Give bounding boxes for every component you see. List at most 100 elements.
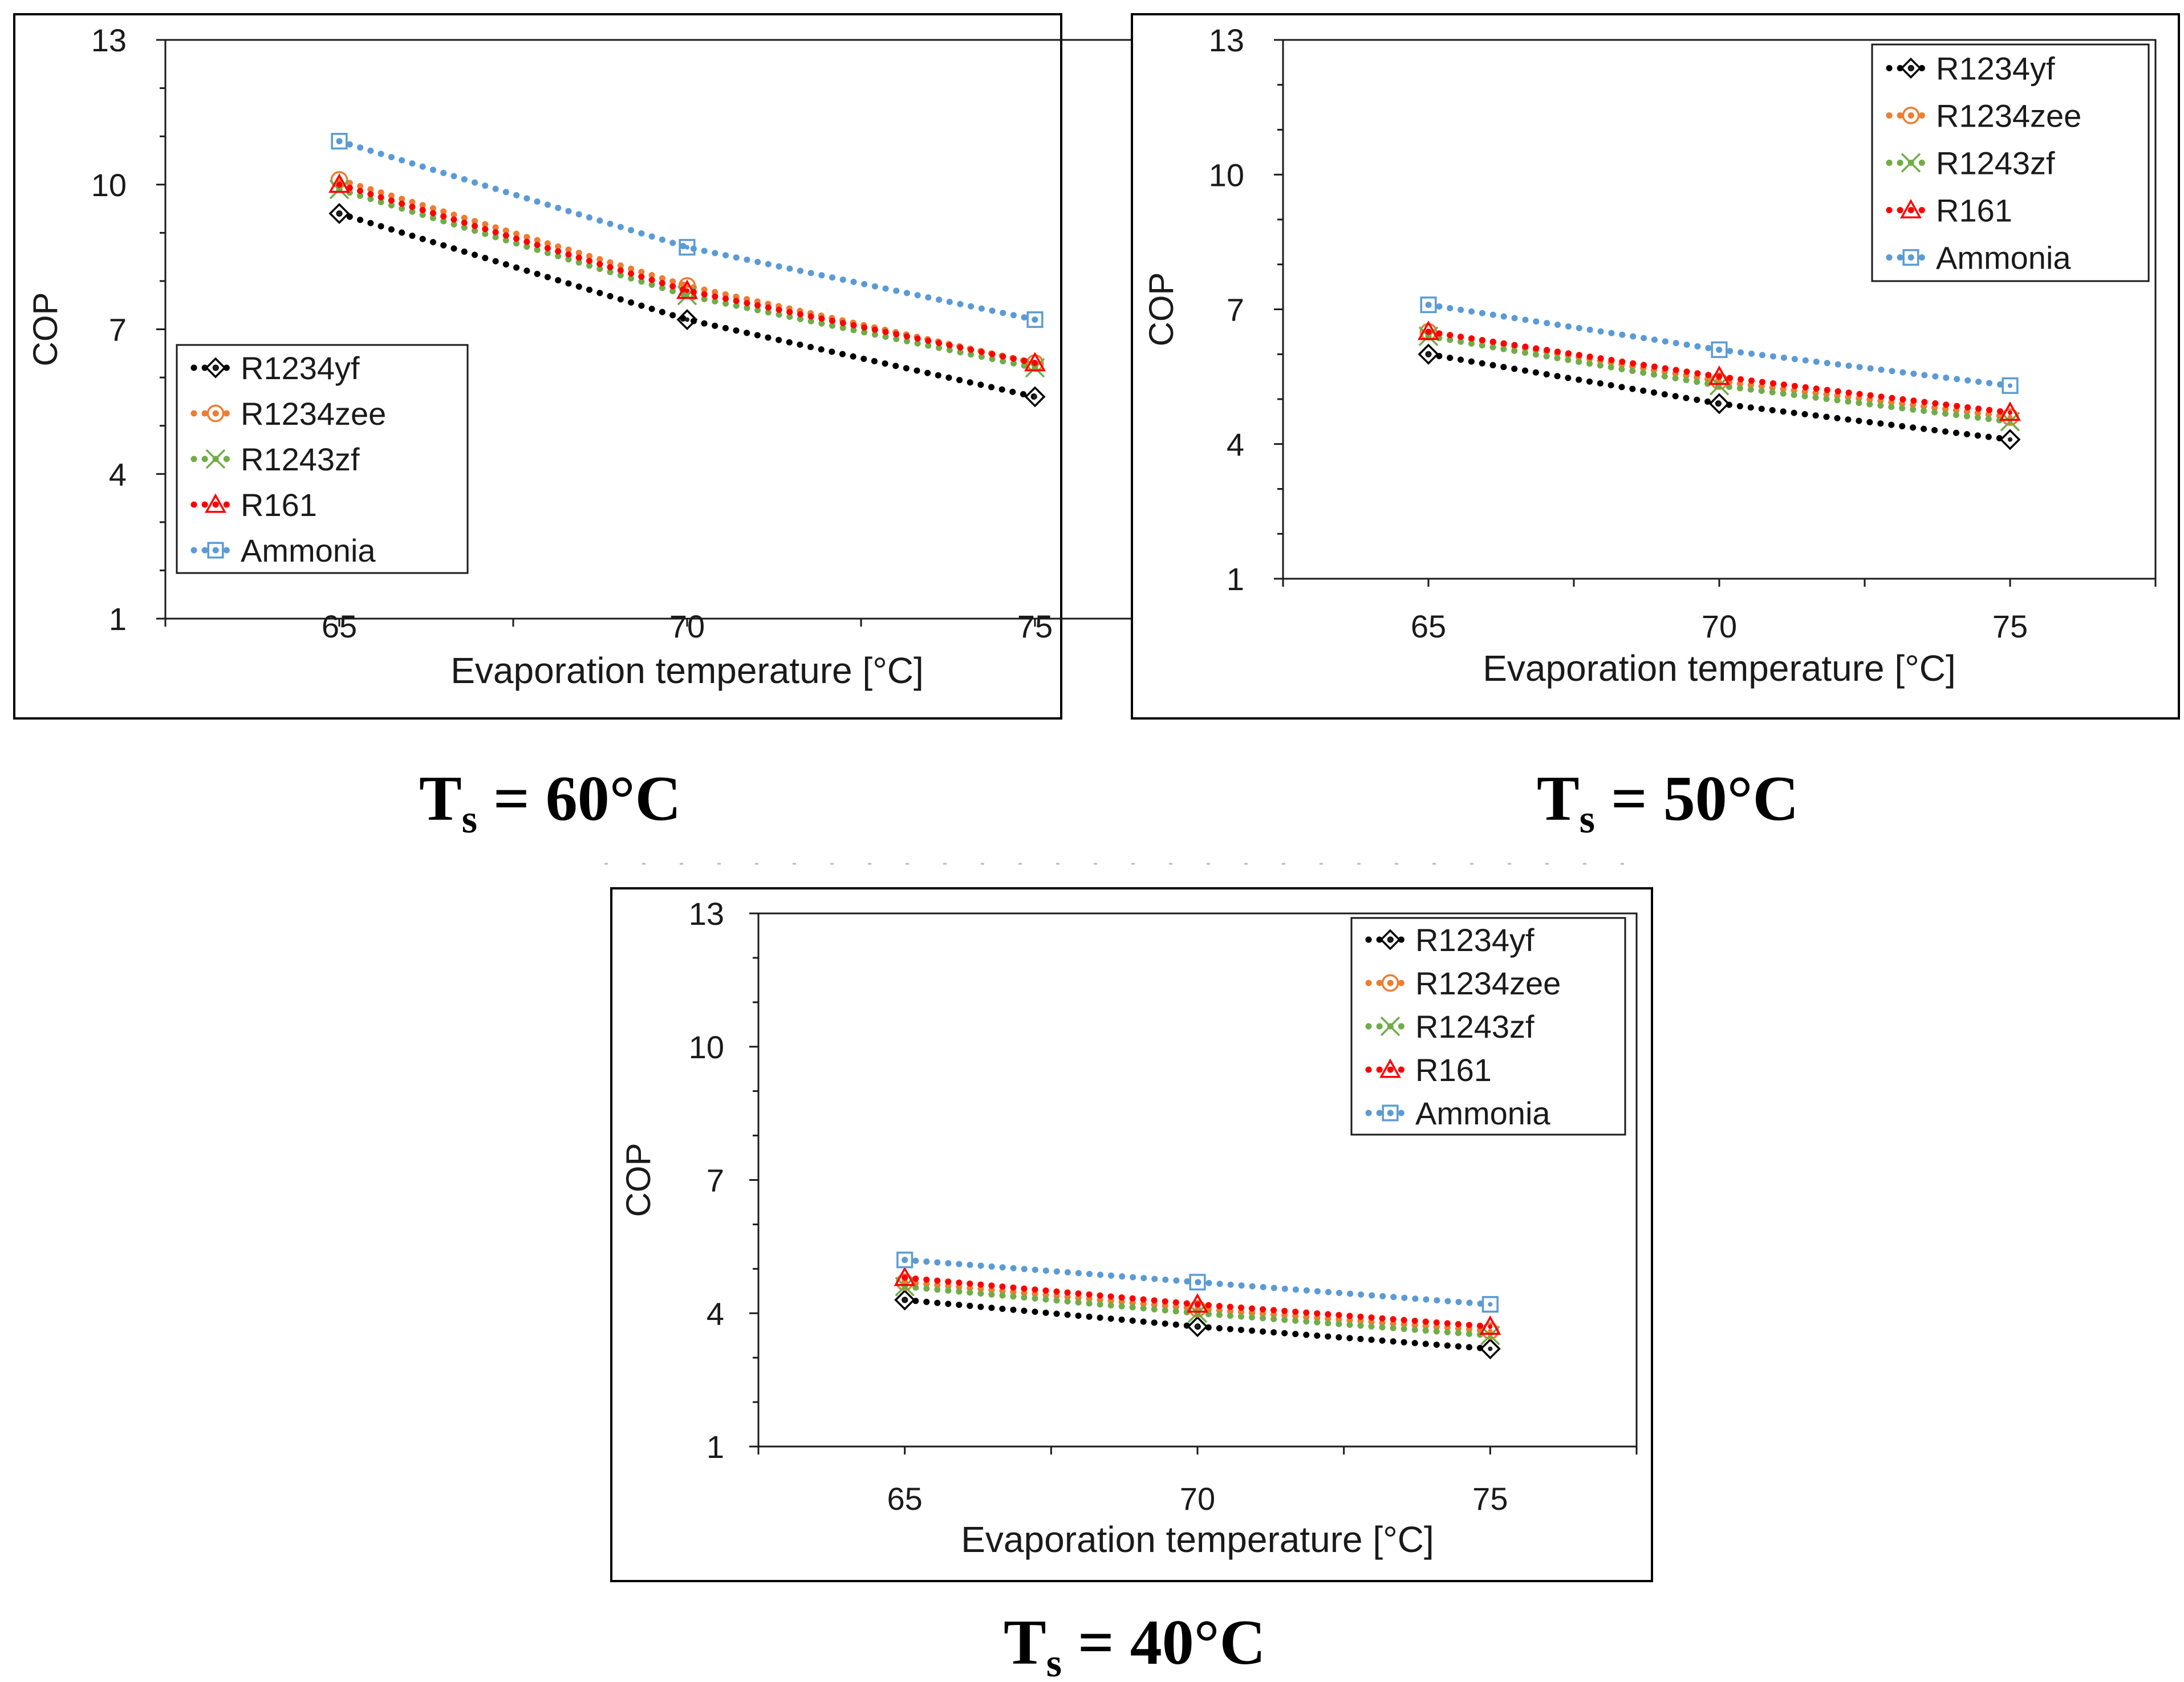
legend-item-r161: R161 <box>1365 1052 1492 1088</box>
panel-caption: Ts = 40°C <box>1004 1607 1265 1682</box>
marker-dot <box>1195 1279 1200 1285</box>
marker-dot <box>1033 317 1037 322</box>
caption-subscript: s <box>1046 1642 1062 1682</box>
data-point-ammonia-65 <box>331 133 348 150</box>
legend-label: R1234zee <box>1415 965 1561 1001</box>
triangle-shape <box>328 173 350 193</box>
data-point-ammonia-75 <box>1026 311 1044 328</box>
square-shape <box>896 1252 914 1269</box>
caption-subscript: s <box>462 798 477 842</box>
marker-dot <box>337 211 342 216</box>
x-axis-title: Evaporation temperature [°C] <box>1483 648 1956 689</box>
y-axis-title: COP <box>619 1143 657 1217</box>
x-tick-label: 65 <box>1411 608 1446 644</box>
marker-dot <box>1717 374 1722 379</box>
x-tick-label: 75 <box>1992 608 2028 644</box>
marker-dot <box>213 502 218 507</box>
chart-panel-3: 1 4 7 10 13 COP 65 70 75 Evaporation temperature … <box>610 887 1653 1682</box>
series-r161 <box>894 1266 1501 1335</box>
legend: R1234yf R1234zee R1243zf R161 Ammonia <box>1350 917 1626 1136</box>
legend-item-r1234zee: R1234zee <box>190 396 386 432</box>
data-point-r161-75 <box>1024 352 1046 372</box>
marker-dot <box>2008 437 2012 442</box>
marker-dot <box>1033 394 1037 399</box>
marker-dot <box>1426 302 1431 307</box>
marker-dot <box>1909 160 1913 165</box>
marker-dot <box>685 317 689 322</box>
x-tick-label: 65 <box>887 1481 923 1517</box>
legend-label: R1234zee <box>241 396 386 432</box>
diamond-shape <box>1187 1316 1208 1338</box>
marker-dot <box>2008 383 2012 388</box>
data-point-r161-70 <box>1187 1293 1208 1313</box>
square-shape <box>1189 1274 1206 1291</box>
legend-box <box>1871 43 2150 282</box>
y-tick-label: 4 <box>1227 426 1244 462</box>
marker-dot <box>1488 1302 1493 1307</box>
y-axis: 1 4 7 10 13 <box>689 896 758 1465</box>
legend-label: R1243zf <box>241 441 360 477</box>
legend-label: R161 <box>1936 193 2012 229</box>
square-shape <box>1420 296 1437 314</box>
series-r161 <box>1418 320 2021 421</box>
y-axis-title: COP <box>26 292 64 366</box>
marker-dot <box>1033 360 1037 365</box>
x-tick-label: 75 <box>1472 1481 1508 1517</box>
legend-label: Ammonia <box>1936 240 2071 276</box>
marker-dot <box>1909 66 1913 71</box>
y-axis-title: COP <box>1142 272 1180 346</box>
y-tick-label: 10 <box>91 167 127 203</box>
marker-dot <box>2008 410 2012 415</box>
legend-item-ammonia: Ammonia <box>190 533 376 568</box>
y-tick-label: 7 <box>109 312 127 348</box>
data-point-r1234yf-70 <box>676 309 698 331</box>
legend-label: R161 <box>241 487 317 523</box>
square-shape <box>1711 341 1728 358</box>
series-ammonia <box>896 1252 1499 1313</box>
diamond-icon <box>205 357 226 379</box>
triangle-shape <box>676 279 698 299</box>
data-point-r1243zf-65 <box>329 179 350 200</box>
caption-t: T <box>1537 763 1580 834</box>
circle-shape <box>1381 974 1399 992</box>
diamond-shape <box>1418 343 1439 365</box>
marker-dot <box>1195 1324 1200 1329</box>
legend-item-r161: R161 <box>1886 193 2012 229</box>
triangle-shape <box>1900 198 1922 219</box>
chart-panel-1: 1 4 7 10 13 COP 65 70 75 Evaporation temperature … <box>13 13 1210 842</box>
marker-dot <box>213 365 218 370</box>
data-point-ammonia-70 <box>679 239 696 256</box>
marker-dot <box>337 187 342 192</box>
data-point-r1234yf-65 <box>894 1289 916 1311</box>
square-icon <box>1902 249 1919 266</box>
triangle-shape <box>205 493 226 513</box>
legend-item-r1234yf: R1234yf <box>1365 922 1535 958</box>
square-shape <box>1382 1104 1399 1122</box>
y-tick-label: 7 <box>707 1163 724 1198</box>
legend-label: R1243zf <box>1936 145 2055 181</box>
legend-item-r1234yf: R1234yf <box>1886 51 2055 87</box>
legend-label: R1234yf <box>241 350 360 386</box>
x-axis: 65 70 75 <box>164 608 1210 644</box>
legend-label: R1243zf <box>1415 1009 1535 1045</box>
marker-dot <box>337 182 342 187</box>
data-point-ammonia-65 <box>896 1252 914 1269</box>
triangle-shape <box>1418 320 1439 340</box>
series-r161 <box>328 173 1046 372</box>
square-shape <box>1026 311 1044 328</box>
data-point-ammonia-70 <box>1189 1274 1206 1291</box>
triangle-shape <box>1999 401 2021 421</box>
marker-dot <box>337 139 342 144</box>
legend-label: R161 <box>1415 1052 1492 1088</box>
y-tick-label: 4 <box>707 1295 724 1331</box>
data-point-r161-70 <box>1708 365 1730 385</box>
y-tick-label: 1 <box>109 601 127 637</box>
square-icon <box>1382 1104 1399 1122</box>
series-r1243zf <box>329 179 1045 378</box>
x-cross-icon <box>1901 153 1921 173</box>
y-tick-label: 13 <box>1209 22 1244 58</box>
legend-item-ammonia: Ammonia <box>1365 1095 1550 1131</box>
legend-label: R1234yf <box>1415 922 1535 958</box>
triangle-shape <box>1187 1293 1208 1313</box>
